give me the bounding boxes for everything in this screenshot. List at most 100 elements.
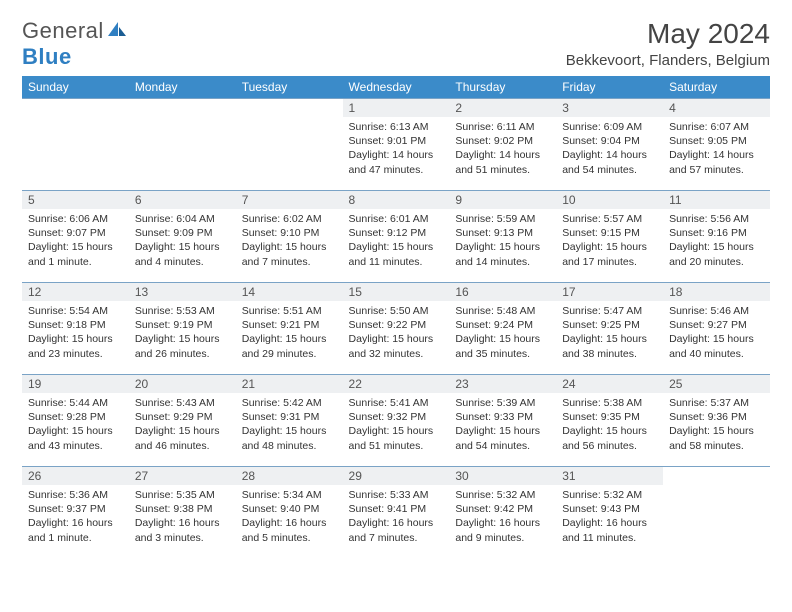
day-details: Sunrise: 5:33 AMSunset: 9:41 PMDaylight:…: [343, 485, 450, 549]
calendar-day-cell: 12Sunrise: 5:54 AMSunset: 9:18 PMDayligh…: [22, 283, 129, 375]
calendar-day-cell: 15Sunrise: 5:50 AMSunset: 9:22 PMDayligh…: [343, 283, 450, 375]
day-number: 5: [22, 191, 129, 209]
calendar-day-cell: 29Sunrise: 5:33 AMSunset: 9:41 PMDayligh…: [343, 467, 450, 559]
day-details: Sunrise: 6:04 AMSunset: 9:09 PMDaylight:…: [129, 209, 236, 273]
calendar-day-cell: 17Sunrise: 5:47 AMSunset: 9:25 PMDayligh…: [556, 283, 663, 375]
day-number: 18: [663, 283, 770, 301]
calendar-day-cell: 31Sunrise: 5:32 AMSunset: 9:43 PMDayligh…: [556, 467, 663, 559]
day-number: 25: [663, 375, 770, 393]
day-number: 13: [129, 283, 236, 301]
brand-logo: GeneralBlue: [22, 18, 128, 70]
brand-name-a: General: [22, 18, 104, 43]
calendar-week-row: ......1Sunrise: 6:13 AMSunset: 9:01 PMDa…: [22, 99, 770, 191]
day-number: 23: [449, 375, 556, 393]
day-details: Sunrise: 5:59 AMSunset: 9:13 PMDaylight:…: [449, 209, 556, 273]
day-number: 7: [236, 191, 343, 209]
calendar-day-cell: 11Sunrise: 5:56 AMSunset: 9:16 PMDayligh…: [663, 191, 770, 283]
day-number: 2: [449, 99, 556, 117]
title-block: May 2024 Bekkevoort, Flanders, Belgium: [566, 18, 770, 69]
calendar-day-cell: 5Sunrise: 6:06 AMSunset: 9:07 PMDaylight…: [22, 191, 129, 283]
calendar-day-cell: 22Sunrise: 5:41 AMSunset: 9:32 PMDayligh…: [343, 375, 450, 467]
calendar-day-cell: ..: [129, 99, 236, 191]
calendar-day-cell: 2Sunrise: 6:11 AMSunset: 9:02 PMDaylight…: [449, 99, 556, 191]
day-details: Sunrise: 5:47 AMSunset: 9:25 PMDaylight:…: [556, 301, 663, 365]
day-details: Sunrise: 5:54 AMSunset: 9:18 PMDaylight:…: [22, 301, 129, 365]
calendar-day-cell: 9Sunrise: 5:59 AMSunset: 9:13 PMDaylight…: [449, 191, 556, 283]
calendar-day-cell: 14Sunrise: 5:51 AMSunset: 9:21 PMDayligh…: [236, 283, 343, 375]
day-number: 16: [449, 283, 556, 301]
calendar-week-row: 5Sunrise: 6:06 AMSunset: 9:07 PMDaylight…: [22, 191, 770, 283]
day-number: 8: [343, 191, 450, 209]
calendar-day-cell: 3Sunrise: 6:09 AMSunset: 9:04 PMDaylight…: [556, 99, 663, 191]
day-details: Sunrise: 5:48 AMSunset: 9:24 PMDaylight:…: [449, 301, 556, 365]
day-details: Sunrise: 5:35 AMSunset: 9:38 PMDaylight:…: [129, 485, 236, 549]
calendar-day-cell: ..: [22, 99, 129, 191]
day-number: 11: [663, 191, 770, 209]
calendar-day-cell: 13Sunrise: 5:53 AMSunset: 9:19 PMDayligh…: [129, 283, 236, 375]
day-details: Sunrise: 5:42 AMSunset: 9:31 PMDaylight:…: [236, 393, 343, 457]
day-details: Sunrise: 6:11 AMSunset: 9:02 PMDaylight:…: [449, 117, 556, 181]
weekday-header: Sunday: [22, 76, 129, 99]
calendar-day-cell: 30Sunrise: 5:32 AMSunset: 9:42 PMDayligh…: [449, 467, 556, 559]
day-number: 21: [236, 375, 343, 393]
day-details: Sunrise: 6:07 AMSunset: 9:05 PMDaylight:…: [663, 117, 770, 181]
day-details: Sunrise: 5:43 AMSunset: 9:29 PMDaylight:…: [129, 393, 236, 457]
day-number: 31: [556, 467, 663, 485]
month-title: May 2024: [566, 18, 770, 50]
weekday-header: Saturday: [663, 76, 770, 99]
day-number: 27: [129, 467, 236, 485]
day-details: Sunrise: 5:51 AMSunset: 9:21 PMDaylight:…: [236, 301, 343, 365]
day-details: Sunrise: 6:13 AMSunset: 9:01 PMDaylight:…: [343, 117, 450, 181]
calendar-day-cell: ..: [663, 467, 770, 559]
day-details: Sunrise: 6:09 AMSunset: 9:04 PMDaylight:…: [556, 117, 663, 181]
weekday-header: Thursday: [449, 76, 556, 99]
calendar-day-cell: 27Sunrise: 5:35 AMSunset: 9:38 PMDayligh…: [129, 467, 236, 559]
day-details: Sunrise: 5:50 AMSunset: 9:22 PMDaylight:…: [343, 301, 450, 365]
day-number: 28: [236, 467, 343, 485]
calendar-day-cell: 26Sunrise: 5:36 AMSunset: 9:37 PMDayligh…: [22, 467, 129, 559]
day-number: 30: [449, 467, 556, 485]
calendar-day-cell: 25Sunrise: 5:37 AMSunset: 9:36 PMDayligh…: [663, 375, 770, 467]
day-details: Sunrise: 5:38 AMSunset: 9:35 PMDaylight:…: [556, 393, 663, 457]
brand-name-b: Blue: [22, 44, 72, 69]
day-details: Sunrise: 5:56 AMSunset: 9:16 PMDaylight:…: [663, 209, 770, 273]
day-number: 15: [343, 283, 450, 301]
calendar-week-row: 12Sunrise: 5:54 AMSunset: 9:18 PMDayligh…: [22, 283, 770, 375]
day-details: Sunrise: 5:41 AMSunset: 9:32 PMDaylight:…: [343, 393, 450, 457]
day-details: Sunrise: 5:57 AMSunset: 9:15 PMDaylight:…: [556, 209, 663, 273]
calendar-day-cell: 20Sunrise: 5:43 AMSunset: 9:29 PMDayligh…: [129, 375, 236, 467]
day-details: Sunrise: 5:53 AMSunset: 9:19 PMDaylight:…: [129, 301, 236, 365]
calendar-day-cell: 8Sunrise: 6:01 AMSunset: 9:12 PMDaylight…: [343, 191, 450, 283]
weekday-header: Friday: [556, 76, 663, 99]
day-details: Sunrise: 6:06 AMSunset: 9:07 PMDaylight:…: [22, 209, 129, 273]
day-number: 19: [22, 375, 129, 393]
calendar-day-cell: 10Sunrise: 5:57 AMSunset: 9:15 PMDayligh…: [556, 191, 663, 283]
day-details: Sunrise: 5:32 AMSunset: 9:42 PMDaylight:…: [449, 485, 556, 549]
day-details: Sunrise: 5:44 AMSunset: 9:28 PMDaylight:…: [22, 393, 129, 457]
calendar-table: SundayMondayTuesdayWednesdayThursdayFrid…: [22, 76, 770, 559]
day-number: 1: [343, 99, 450, 117]
day-details: Sunrise: 5:32 AMSunset: 9:43 PMDaylight:…: [556, 485, 663, 549]
day-number: 6: [129, 191, 236, 209]
calendar-day-cell: 4Sunrise: 6:07 AMSunset: 9:05 PMDaylight…: [663, 99, 770, 191]
day-number: 17: [556, 283, 663, 301]
day-number: 3: [556, 99, 663, 117]
day-details: Sunrise: 5:36 AMSunset: 9:37 PMDaylight:…: [22, 485, 129, 549]
calendar-day-cell: 6Sunrise: 6:04 AMSunset: 9:09 PMDaylight…: [129, 191, 236, 283]
day-details: Sunrise: 5:46 AMSunset: 9:27 PMDaylight:…: [663, 301, 770, 365]
calendar-day-cell: 19Sunrise: 5:44 AMSunset: 9:28 PMDayligh…: [22, 375, 129, 467]
day-number: 10: [556, 191, 663, 209]
day-number: 22: [343, 375, 450, 393]
day-details: Sunrise: 5:34 AMSunset: 9:40 PMDaylight:…: [236, 485, 343, 549]
calendar-day-cell: 7Sunrise: 6:02 AMSunset: 9:10 PMDaylight…: [236, 191, 343, 283]
calendar-day-cell: 21Sunrise: 5:42 AMSunset: 9:31 PMDayligh…: [236, 375, 343, 467]
calendar-day-cell: 16Sunrise: 5:48 AMSunset: 9:24 PMDayligh…: [449, 283, 556, 375]
calendar-head: SundayMondayTuesdayWednesdayThursdayFrid…: [22, 76, 770, 99]
calendar-day-cell: 1Sunrise: 6:13 AMSunset: 9:01 PMDaylight…: [343, 99, 450, 191]
calendar-day-cell: 23Sunrise: 5:39 AMSunset: 9:33 PMDayligh…: [449, 375, 556, 467]
calendar-day-cell: 18Sunrise: 5:46 AMSunset: 9:27 PMDayligh…: [663, 283, 770, 375]
calendar-day-cell: 24Sunrise: 5:38 AMSunset: 9:35 PMDayligh…: [556, 375, 663, 467]
location: Bekkevoort, Flanders, Belgium: [566, 52, 770, 69]
day-details: Sunrise: 5:39 AMSunset: 9:33 PMDaylight:…: [449, 393, 556, 457]
weekday-header: Monday: [129, 76, 236, 99]
